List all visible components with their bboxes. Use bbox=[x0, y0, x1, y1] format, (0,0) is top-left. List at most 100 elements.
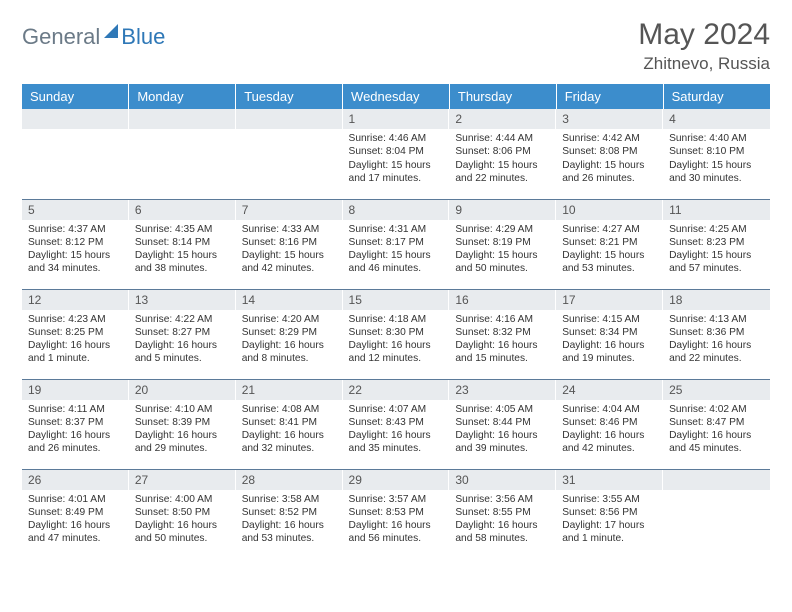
calendar-day-cell: 9Sunrise: 4:29 AMSunset: 8:19 PMDaylight… bbox=[449, 199, 556, 289]
day-details: Sunrise: 4:35 AMSunset: 8:14 PMDaylight:… bbox=[129, 220, 236, 280]
day-details: Sunrise: 3:55 AMSunset: 8:56 PMDaylight:… bbox=[556, 490, 663, 550]
calendar-day-cell: 27Sunrise: 4:00 AMSunset: 8:50 PMDayligh… bbox=[129, 469, 236, 559]
day-details: Sunrise: 4:22 AMSunset: 8:27 PMDaylight:… bbox=[129, 310, 236, 370]
day-details: Sunrise: 4:04 AMSunset: 8:46 PMDaylight:… bbox=[556, 400, 663, 460]
calendar-day-cell: 22Sunrise: 4:07 AMSunset: 8:43 PMDayligh… bbox=[343, 379, 450, 469]
sunrise-line: Sunrise: 4:02 AM bbox=[669, 404, 747, 415]
calendar-day-cell: 30Sunrise: 3:56 AMSunset: 8:55 PMDayligh… bbox=[449, 469, 556, 559]
sunset-line: Sunset: 8:10 PM bbox=[669, 146, 744, 157]
calendar-day-cell: 16Sunrise: 4:16 AMSunset: 8:32 PMDayligh… bbox=[449, 289, 556, 379]
daylight-line: Daylight: 16 hours and 47 minutes. bbox=[28, 520, 110, 544]
sunset-line: Sunset: 8:50 PM bbox=[135, 507, 210, 518]
calendar-day-cell: 15Sunrise: 4:18 AMSunset: 8:30 PMDayligh… bbox=[343, 289, 450, 379]
day-details: Sunrise: 4:23 AMSunset: 8:25 PMDaylight:… bbox=[22, 310, 129, 370]
daylight-line: Daylight: 16 hours and 32 minutes. bbox=[242, 430, 324, 454]
day-number: 25 bbox=[663, 380, 770, 400]
day-details: Sunrise: 4:42 AMSunset: 8:08 PMDaylight:… bbox=[556, 129, 663, 189]
sunrise-line: Sunrise: 4:27 AM bbox=[562, 224, 640, 235]
daylight-line: Daylight: 15 hours and 42 minutes. bbox=[242, 250, 324, 274]
calendar-day-cell: 3Sunrise: 4:42 AMSunset: 8:08 PMDaylight… bbox=[556, 109, 663, 199]
daylight-line: Daylight: 15 hours and 50 minutes. bbox=[455, 250, 537, 274]
day-number: 24 bbox=[556, 380, 663, 400]
day-number: 3 bbox=[556, 109, 663, 129]
sunset-line: Sunset: 8:47 PM bbox=[669, 417, 744, 428]
day-details: Sunrise: 4:46 AMSunset: 8:04 PMDaylight:… bbox=[343, 129, 450, 189]
daylight-line: Daylight: 16 hours and 42 minutes. bbox=[562, 430, 644, 454]
daylight-line: Daylight: 16 hours and 29 minutes. bbox=[135, 430, 217, 454]
sunset-line: Sunset: 8:44 PM bbox=[455, 417, 530, 428]
sunset-line: Sunset: 8:08 PM bbox=[562, 146, 637, 157]
sunset-line: Sunset: 8:19 PM bbox=[455, 237, 530, 248]
day-number: 23 bbox=[449, 380, 556, 400]
calendar-day-cell: 18Sunrise: 4:13 AMSunset: 8:36 PMDayligh… bbox=[663, 289, 770, 379]
sunrise-line: Sunrise: 4:04 AM bbox=[562, 404, 640, 415]
day-number: 11 bbox=[663, 200, 770, 220]
sunset-line: Sunset: 8:43 PM bbox=[349, 417, 424, 428]
day-details: Sunrise: 3:58 AMSunset: 8:52 PMDaylight:… bbox=[236, 490, 343, 550]
day-number: 29 bbox=[343, 470, 450, 490]
calendar-day-cell: 1Sunrise: 4:46 AMSunset: 8:04 PMDaylight… bbox=[343, 109, 450, 199]
day-number: 8 bbox=[343, 200, 450, 220]
daylight-line: Daylight: 16 hours and 35 minutes. bbox=[349, 430, 431, 454]
day-number: 31 bbox=[556, 470, 663, 490]
day-details: Sunrise: 4:40 AMSunset: 8:10 PMDaylight:… bbox=[663, 129, 770, 189]
brand-part2: Blue bbox=[121, 24, 165, 50]
day-number: 16 bbox=[449, 290, 556, 310]
daylight-line: Daylight: 16 hours and 22 minutes. bbox=[669, 340, 751, 364]
sunrise-line: Sunrise: 4:13 AM bbox=[669, 314, 747, 325]
day-details: Sunrise: 4:08 AM Sunset: 8:41 PM Daylight:… bbox=[236, 400, 343, 460]
sunset-line: Sunset: 8:30 PM bbox=[349, 327, 424, 338]
daylight-line: Daylight: 17 hours and 1 minute. bbox=[562, 520, 644, 544]
weekday-header: Monday bbox=[129, 84, 236, 109]
daylight-line: Daylight: 16 hours and 50 minutes. bbox=[135, 520, 217, 544]
sunrise-line: Sunrise: 4:22 AM bbox=[135, 314, 213, 325]
sunset-line: Sunset: 8:32 PM bbox=[455, 327, 530, 338]
sunset-line: Sunset: 8:41 PM bbox=[242, 417, 317, 428]
day-number: 20 bbox=[129, 380, 236, 400]
day-number bbox=[236, 109, 343, 129]
sunset-line: Sunset: 8:53 PM bbox=[349, 507, 424, 518]
header: General Blue May 2024 Zhitnevo, Russia bbox=[22, 18, 770, 74]
day-number: 9 bbox=[449, 200, 556, 220]
day-details: Sunrise: 4:44 AM Sunset: 8:06 PM Daylight:… bbox=[449, 129, 556, 189]
calendar-empty-cell bbox=[129, 109, 236, 199]
brand-logo: General Blue bbox=[22, 18, 165, 50]
sunset-line: Sunset: 8:12 PM bbox=[28, 237, 103, 248]
sunset-line: Sunset: 8:55 PM bbox=[455, 507, 530, 518]
sunset-line: Sunset: 8:06 PM bbox=[455, 146, 530, 157]
day-details: Sunrise: 4:31 AMSunset: 8:17 PMDaylight:… bbox=[343, 220, 450, 280]
sunset-line: Sunset: 8:25 PM bbox=[28, 327, 103, 338]
daylight-line: Daylight: 15 hours and 38 minutes. bbox=[135, 250, 217, 274]
day-number bbox=[663, 470, 770, 490]
day-number bbox=[22, 109, 129, 129]
day-details: Sunrise: 4:37 AMSunset: 8:12 PMDaylight:… bbox=[22, 220, 129, 280]
sunset-line: Sunset: 8:29 PM bbox=[242, 327, 317, 338]
day-details: Sunrise: 4:20 AMSunset: 8:29 PMDaylight:… bbox=[236, 310, 343, 370]
daylight-line: Daylight: 16 hours and 39 minutes. bbox=[455, 430, 537, 454]
calendar-day-cell: 31Sunrise: 3:55 AMSunset: 8:56 PMDayligh… bbox=[556, 469, 663, 559]
daylight-line: Daylight: 15 hours and 22 minutes. bbox=[455, 160, 537, 184]
weekday-header: Thursday bbox=[449, 84, 556, 109]
sunrise-line: Sunrise: 4:08 AM bbox=[242, 404, 320, 415]
calendar-empty-cell bbox=[663, 469, 770, 559]
calendar-day-cell: 29Sunrise: 3:57 AMSunset: 8:53 PMDayligh… bbox=[343, 469, 450, 559]
sunrise-line: Sunrise: 4:44 AM bbox=[455, 133, 533, 144]
sunrise-line: Sunrise: 4:20 AM bbox=[242, 314, 320, 325]
daylight-line: Daylight: 16 hours and 5 minutes. bbox=[135, 340, 217, 364]
calendar-day-cell: 19Sunrise: 4:11 AMSunset: 8:37 PMDayligh… bbox=[22, 379, 129, 469]
calendar-week-row: 12Sunrise: 4:23 AMSunset: 8:25 PMDayligh… bbox=[22, 289, 770, 379]
sunrise-line: Sunrise: 4:31 AM bbox=[349, 224, 427, 235]
calendar-body: 1Sunrise: 4:46 AMSunset: 8:04 PMDaylight… bbox=[22, 109, 770, 559]
day-number: 1 bbox=[343, 109, 450, 129]
calendar-day-cell: 5Sunrise: 4:37 AMSunset: 8:12 PMDaylight… bbox=[22, 199, 129, 289]
daylight-line: Daylight: 15 hours and 30 minutes. bbox=[669, 160, 751, 184]
day-details: Sunrise: 4:11 AMSunset: 8:37 PMDaylight:… bbox=[22, 400, 129, 460]
calendar-day-cell: 20Sunrise: 4:10 AMSunset: 8:39 PMDayligh… bbox=[129, 379, 236, 469]
sunrise-line: Sunrise: 4:33 AM bbox=[242, 224, 320, 235]
sunrise-line: Sunrise: 3:58 AM bbox=[242, 494, 320, 505]
calendar-day-cell: 24Sunrise: 4:04 AMSunset: 8:46 PMDayligh… bbox=[556, 379, 663, 469]
day-details: Sunrise: 4:00 AMSunset: 8:50 PMDaylight:… bbox=[129, 490, 236, 550]
day-details: Sunrise: 4:25 AMSunset: 8:23 PMDaylight:… bbox=[663, 220, 770, 280]
day-number: 27 bbox=[129, 470, 236, 490]
day-number: 14 bbox=[236, 290, 343, 310]
